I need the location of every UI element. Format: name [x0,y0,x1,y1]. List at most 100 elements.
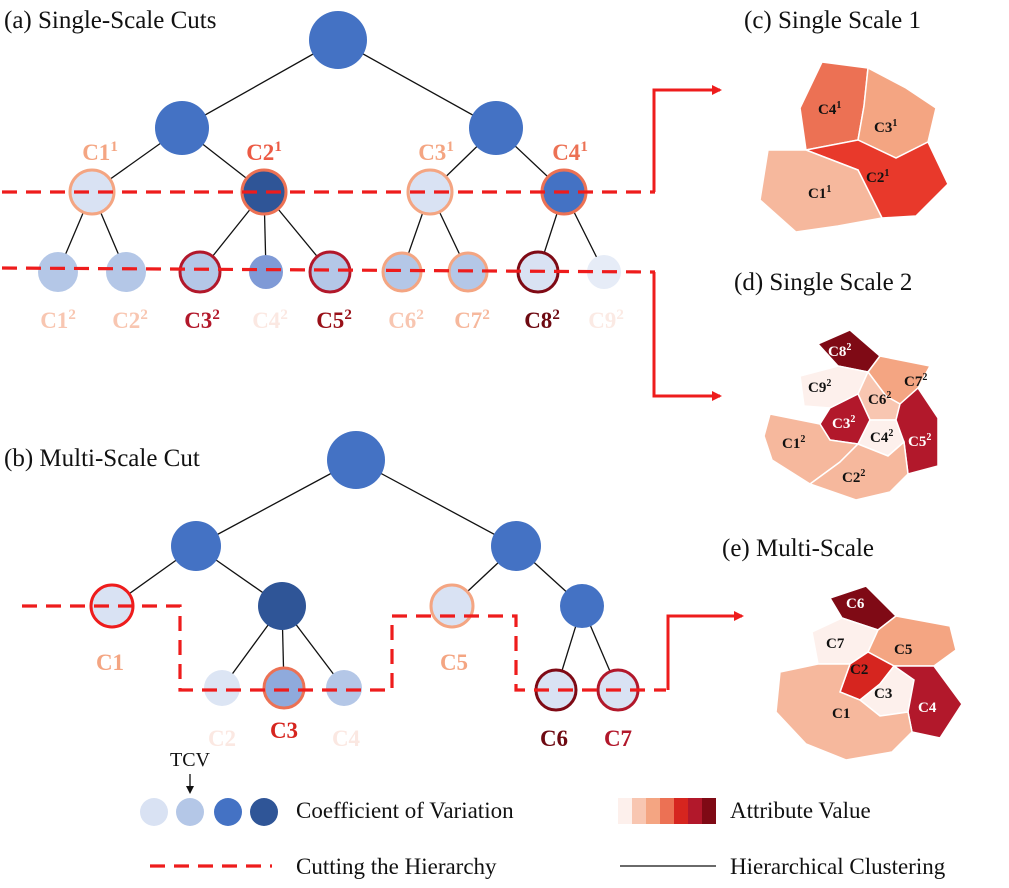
legend-tcv-label: TCV [170,749,211,771]
legend-attr-swatch [674,798,688,824]
tree-node [491,521,541,571]
map-label-c4: C4 [918,700,937,716]
tree-node [308,250,352,294]
panel-a-single-scale-cuts: (a) Single-Scale Cuts [1,7,722,401]
map-scale-2 [763,329,939,501]
legend-cv-label: Coefficient of Variation [296,798,514,823]
label-c2-2: C22 [112,307,148,333]
tree-node [429,583,475,629]
panel-e-title: (e) Multi-Scale [722,535,874,562]
tree-node [309,11,367,69]
label-c1: C1 [96,650,124,675]
legend-cv-swatch [140,798,168,826]
legend-attr-swatches [618,798,716,824]
map-label-c3-1: C31 [874,118,897,136]
map-scale-1-labels: C41 C31 C21 C11 [808,100,897,202]
region-c1 [775,663,913,761]
panel-b-title: (b) Multi-Scale Cut [4,445,200,472]
map-label-c5: C5 [894,642,912,658]
panel-e-multi-scale: (e) Multi-Scale C6 C7 C5 C2 C3 C4 C1 [722,535,963,761]
legend-cv-swatch [176,798,204,826]
region-c4 [891,665,963,739]
tree-a-labels-scale-2: C12 C22 C32 C42 C52 C62 C72 C82 C92 [40,307,624,333]
legend-attr-swatch [702,798,716,824]
arrows-a [652,85,722,401]
map-label-c9-2: C92 [808,378,831,396]
tree-node [38,252,78,292]
map-label-c7: C7 [826,636,845,652]
cut-line-scale-2 [1,266,656,274]
tree-node [106,252,146,292]
arrow-to-multi-scale [666,611,744,690]
tree-node [327,431,385,489]
tree-a-cuts [1,190,656,274]
map-label-c1: C1 [832,706,850,722]
legend-cv-swatches [140,798,278,826]
tree-node [469,101,523,155]
tree-a-edges [57,39,605,273]
map-label-c3: C3 [874,686,892,702]
map-label-c3-2: C32 [832,414,855,432]
map-label-c4-2: C42 [870,428,893,446]
label-c6: C6 [540,726,568,751]
tree-b-labels: C1 C2 C3 C4 C5 C6 C7 [96,650,632,751]
legend-attr-swatch [632,798,646,824]
map-label-c7-2: C72 [904,372,927,390]
tree-a-labels-scale-1: C11 C21 C31 C41 [82,139,588,165]
label-c5: C5 [440,650,468,675]
map-label-c4-1: C41 [818,100,841,118]
map-multi-scale-labels: C6 C7 C5 C2 C3 C4 C1 [826,596,937,722]
legend-attr-swatch [646,798,660,824]
label-c4-1: C41 [552,139,588,165]
arrow-to-scale-2 [652,272,722,401]
map-label-c2: C2 [850,662,868,678]
legend-attr-swatch [660,798,674,824]
label-c7: C7 [604,726,632,751]
map-label-c1-2: C12 [782,434,805,452]
label-c1-1: C11 [82,139,118,165]
label-c2: C2 [208,726,236,751]
label-c3-2: C32 [184,307,220,333]
panel-c-single-scale-1: (c) Single Scale 1 C41 C31 C21 C11 [744,7,949,233]
label-c4-2: C42 [252,307,288,333]
map-label-c2-1: C21 [866,168,889,186]
map-label-c1-1: C11 [808,184,831,202]
legend-hier-label: Hierarchical Clustering [730,854,946,879]
panel-d-single-scale-2: (d) Single Scale 2 C82 C92 C62 C72 C32 C… [734,269,939,501]
legend-attr-swatch [618,798,632,824]
arrow-to-scale-1 [652,85,722,192]
label-c9-2: C92 [588,307,624,333]
panel-a-title: (a) Single-Scale Cuts [4,7,216,34]
tree-node [178,250,222,294]
tree-b-edges [111,459,619,691]
panel-b-multi-scale-cut: (b) Multi-Scale Cut [4,431,744,751]
tree-node [171,521,221,571]
label-c7-2: C72 [454,307,490,333]
label-c8-2: C82 [524,307,560,333]
tree-node [262,666,306,710]
tree-node [406,168,454,216]
legend-attr-swatch [688,798,702,824]
tree-node [258,582,306,630]
tree-node [204,670,240,706]
tree-node [68,168,116,216]
legend: TCV Coefficient of Variation Attribute V… [140,749,946,879]
region-c1-1 [759,149,884,233]
label-c3: C3 [270,718,298,743]
label-c6-2: C62 [388,307,424,333]
map-label-c5-2: C52 [908,432,931,450]
legend-attr-label: Attribute Value [730,798,871,823]
label-c1-2: C12 [40,307,76,333]
map-label-c2-2: C22 [842,468,865,486]
map-scale-2-labels: C82 C92 C62 C72 C32 C42 C52 C12 C22 [782,342,931,486]
label-c4: C4 [332,726,361,751]
label-c3-1: C31 [418,139,454,165]
tree-b-nodes [89,431,640,712]
cut-line-multi-scale [22,604,666,692]
legend-cut-label: Cutting the Hierarchy [296,854,497,879]
tree-node [249,255,283,289]
panel-d-title: (d) Single Scale 2 [734,269,912,296]
tree-node [560,584,604,628]
region-c2-2 [808,440,909,501]
